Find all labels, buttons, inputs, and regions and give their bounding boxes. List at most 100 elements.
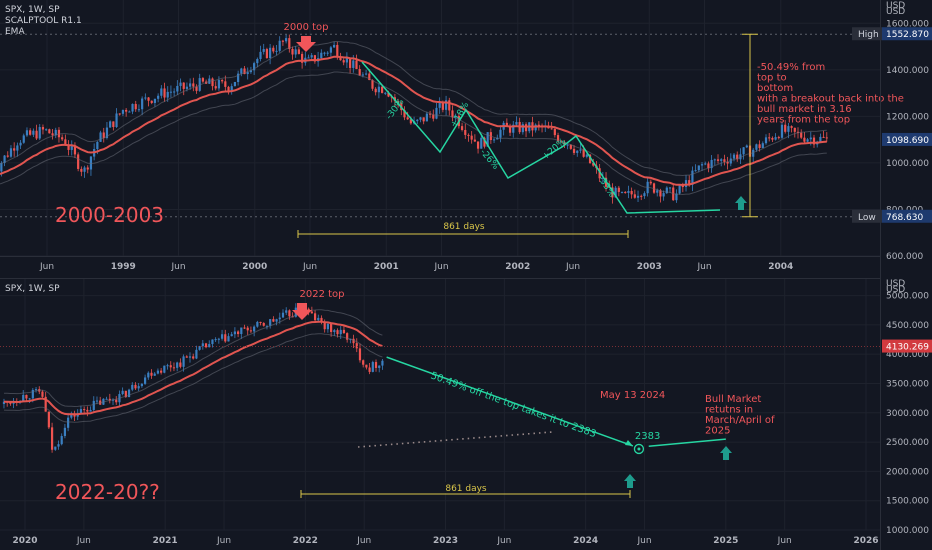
candle-body: [339, 56, 342, 61]
candle-body: [169, 365, 172, 368]
high-tag-value: 1552.870: [886, 30, 929, 40]
ema-line: [3, 320, 383, 416]
candle-body: [656, 190, 659, 193]
drawdown-note: -50.49% from top to bottom with a breakout …: [757, 62, 904, 126]
low-tag-label: Low: [858, 213, 876, 223]
candle-body: [147, 372, 150, 378]
candle-body: [368, 73, 371, 81]
candle-body: [598, 168, 601, 179]
candle-body: [374, 362, 378, 368]
indicator-label-scalptool[interactable]: SCALPTOOL R1.1: [5, 16, 82, 26]
candle-body: [153, 98, 157, 103]
candle-body: [9, 148, 13, 157]
candle-body: [320, 317, 323, 323]
candle-body: [508, 125, 512, 133]
candle-body: [288, 38, 291, 49]
candle-body: [409, 119, 412, 124]
x-tick-label: Jun: [170, 262, 185, 272]
peak-arrow-icon: [296, 36, 316, 52]
teal-up-arrow-icon: [624, 474, 636, 488]
candle-body: [374, 88, 377, 93]
candle-body: [662, 193, 665, 197]
candle-body: [313, 55, 317, 62]
bull-market-note: Bull Market retutns in March/April of 2025: [705, 394, 775, 437]
candle-body: [57, 129, 61, 138]
candle-body: [57, 444, 60, 447]
ema-band-upper: [4, 309, 383, 408]
candle-body: [259, 51, 262, 59]
y-axis-unit: USD: [886, 279, 905, 289]
candle-body: [355, 60, 358, 70]
candle-body: [79, 409, 83, 414]
candle-body: [61, 137, 64, 140]
x-tick-label: Jun: [302, 262, 317, 272]
y-tick-label: 5000.000: [886, 292, 929, 302]
candle-body: [576, 150, 579, 153]
candle-body: [240, 327, 243, 335]
candle-body: [6, 155, 9, 157]
high-tag-value-bg: [882, 27, 932, 41]
candle-body: [230, 334, 233, 337]
candle-body: [169, 91, 173, 93]
candle-body: [204, 343, 208, 348]
candle-body: [95, 400, 99, 402]
target-label: 2383: [635, 431, 660, 442]
candle-body: [249, 70, 253, 73]
candle-body: [310, 55, 313, 58]
candle-body: [131, 103, 134, 112]
candle-body: [326, 52, 329, 54]
candle-body: [438, 102, 441, 108]
candle-body: [380, 86, 384, 93]
candle-body: [246, 72, 249, 75]
candle-body: [291, 48, 294, 55]
candle-body: [454, 115, 457, 118]
candle-body: [54, 129, 57, 136]
candle-body: [73, 146, 77, 155]
candle-body: [243, 327, 246, 329]
candle-body: [121, 390, 124, 395]
candle-body: [237, 331, 240, 335]
candle-body: [224, 334, 227, 342]
candle-body: [288, 310, 291, 317]
candle-body: [601, 177, 604, 179]
candle-body: [35, 130, 38, 139]
candle-body: [121, 109, 125, 114]
low-tag-value: 768.630: [886, 213, 923, 223]
candle-body: [636, 195, 640, 198]
low-tag-label-bg: [852, 209, 882, 223]
y-tick-label: 1600.000: [886, 19, 929, 29]
candle-body: [668, 187, 672, 189]
y-axis-unit: USD: [886, 1, 905, 11]
candle-body: [582, 149, 585, 157]
candle-body: [99, 132, 102, 142]
candle-body: [89, 409, 92, 412]
candle-body: [694, 170, 697, 172]
candle-body: [54, 446, 57, 450]
candle-body: [665, 187, 668, 194]
candle-body: [137, 386, 140, 389]
candle-body: [38, 127, 41, 139]
candle-body: [803, 137, 806, 142]
x-tick-label: 2024: [573, 536, 598, 546]
candle-body: [189, 83, 192, 87]
peak-label: 2000 top: [283, 22, 328, 33]
candle-body: [163, 365, 166, 373]
candle-body: [141, 98, 144, 110]
candle-body: [659, 190, 662, 197]
candle-body: [534, 124, 537, 131]
candle-body: [358, 69, 361, 76]
candle-body: [441, 102, 444, 110]
candle-body: [611, 187, 614, 198]
candle-body: [579, 149, 582, 151]
candle-body: [774, 137, 777, 140]
candle-body: [435, 107, 438, 119]
candle-body: [262, 323, 265, 326]
candle-body: [269, 47, 272, 58]
candle-body: [134, 384, 137, 389]
indicator-label-ema[interactable]: EMA: [5, 27, 25, 37]
candle-body: [256, 321, 259, 327]
y-tick-label: 2000.000: [886, 467, 929, 477]
high-tag-label-bg: [852, 27, 882, 41]
candle-body: [179, 82, 182, 86]
